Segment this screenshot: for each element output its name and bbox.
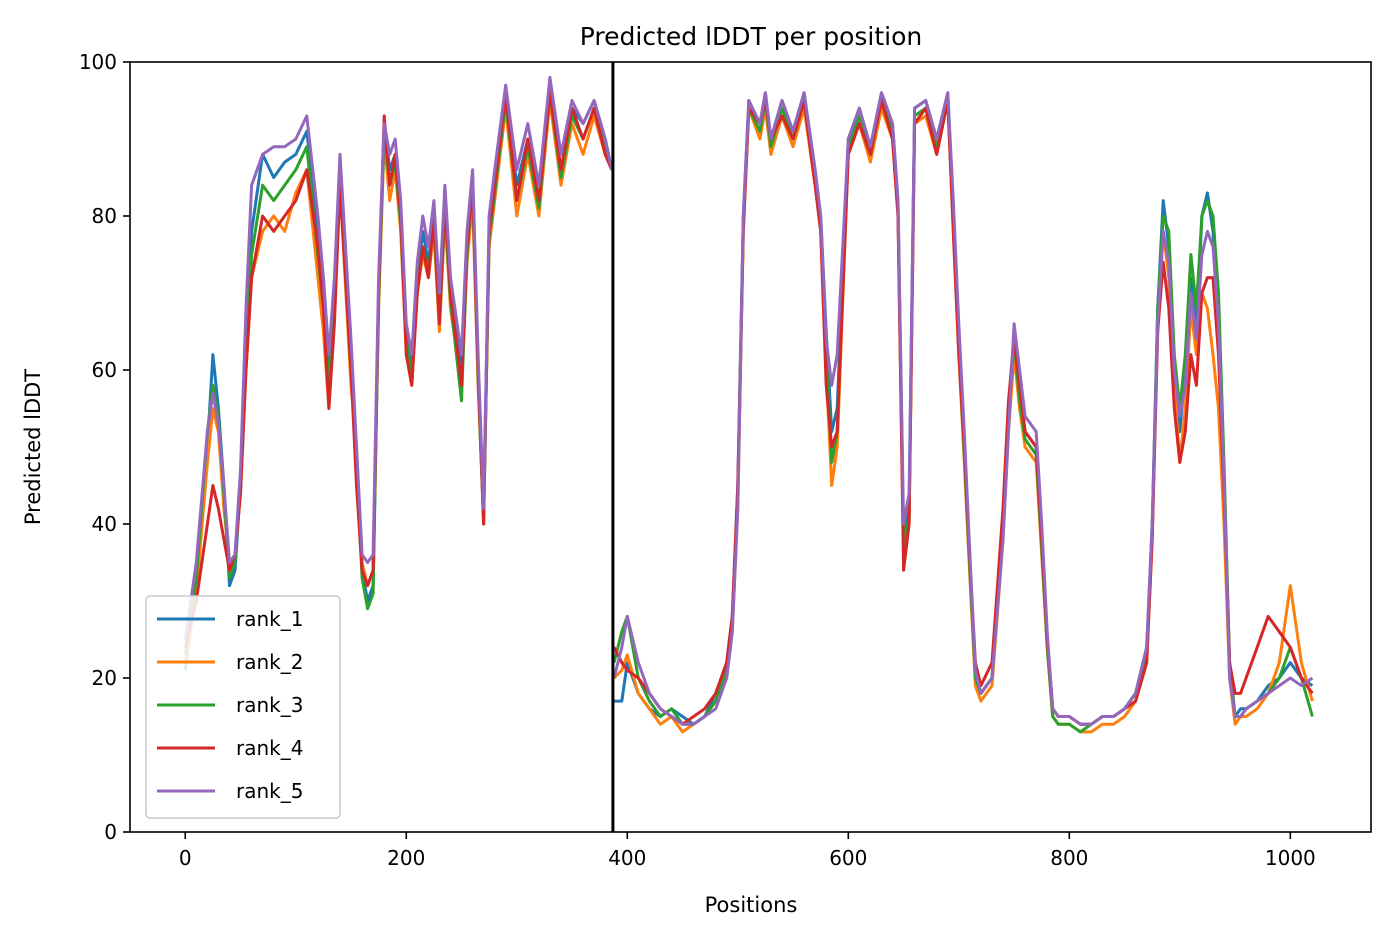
x-tick-label: 400 — [608, 846, 646, 870]
y-tick-label: 0 — [104, 820, 117, 844]
legend-label-rank_4: rank_4 — [236, 736, 303, 760]
legend-label-rank_2: rank_2 — [236, 650, 303, 674]
series-line-rank_4-part-1 — [183, 91, 614, 648]
series-line-rank_5-part-2 — [612, 91, 1314, 726]
series-line-rank_5-part-1 — [183, 75, 614, 640]
y-axis-label: Predicted lDDT — [21, 369, 45, 525]
y-tick-label: 80 — [92, 204, 117, 228]
series-layer — [183, 75, 1314, 734]
legend-label-rank_1: rank_1 — [236, 607, 303, 631]
x-axis-label: Positions — [705, 893, 798, 917]
x-tick-label: 200 — [387, 846, 425, 870]
x-tick-label: 800 — [1050, 846, 1088, 870]
plot-frame — [129, 61, 1372, 833]
legend-label-rank_5: rank_5 — [236, 779, 303, 803]
x-axis-ticks: 0 200 400 600 800 1000 — [179, 832, 1316, 870]
x-tick-label: 1000 — [1265, 846, 1316, 870]
chart-title: Predicted lDDT per position — [580, 22, 922, 51]
x-tick-label: 600 — [829, 846, 867, 870]
y-tick-label: 20 — [92, 666, 117, 690]
x-tick-label: 0 — [179, 846, 192, 870]
y-tick-label: 100 — [79, 50, 117, 74]
legend: rank_1 rank_2 rank_3 rank_4 rank_5 — [145, 595, 341, 819]
y-tick-label: 40 — [92, 512, 117, 536]
legend-label-rank_3: rank_3 — [236, 693, 303, 717]
y-axis-ticks: 0 20 40 60 80 100 — [79, 50, 130, 844]
y-tick-label: 60 — [92, 358, 117, 382]
legend-frame — [145, 595, 341, 819]
